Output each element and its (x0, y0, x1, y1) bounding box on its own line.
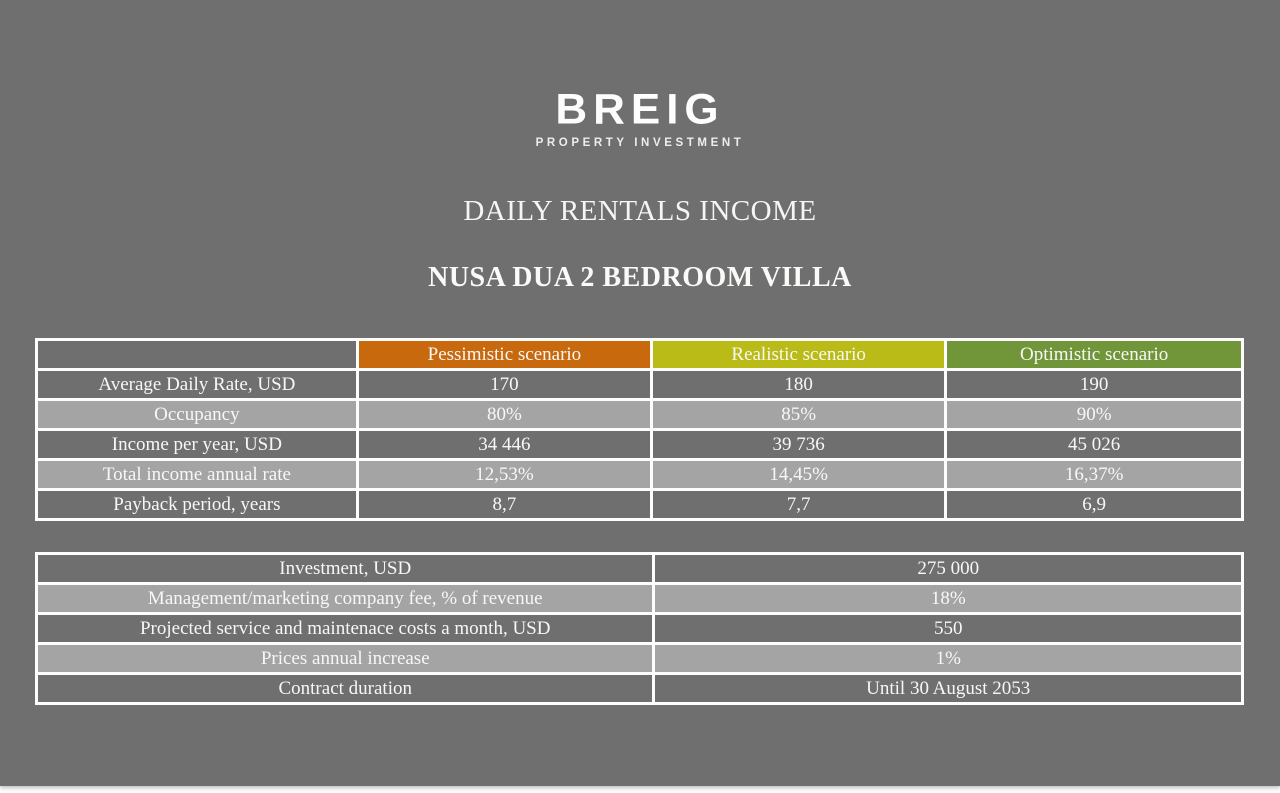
table-row: Contract duration Until 30 August 2053 (34, 672, 1244, 705)
scenario-header-row: Pessimistic scenario Realistic scenario … (35, 338, 1244, 371)
row-label: Total income annual rate (35, 458, 359, 491)
value-cell: 39 736 (650, 428, 948, 461)
corner-cell (35, 338, 359, 371)
table-row: Income per year, USD 34 446 39 736 45 02… (35, 428, 1244, 461)
value-cell: 8,7 (355, 488, 654, 521)
table-row: Projected service and maintenace costs a… (34, 612, 1244, 645)
table-row: Total income annual rate 12,53% 14,45% 1… (35, 458, 1244, 491)
value-cell: 14,45% (650, 458, 948, 491)
value-cell: 190 (944, 368, 1244, 401)
value-cell: 6,9 (944, 488, 1244, 521)
value-cell: 275 000 (652, 552, 1244, 585)
table-row: Management/marketing company fee, % of r… (34, 582, 1244, 615)
row-label: Contract duration (34, 672, 656, 705)
value-cell: 80% (355, 398, 654, 431)
row-label: Payback period, years (35, 488, 359, 521)
brand-wordmark: BREIG (555, 86, 725, 134)
table-row: Prices annual increase 1% (34, 642, 1244, 675)
header-optimistic: Optimistic scenario (944, 338, 1244, 371)
table-row: Occupancy 80% 85% 90% (35, 398, 1244, 431)
table-row: Average Daily Rate, USD 170 180 190 (35, 368, 1244, 401)
table-row: Payback period, years 8,7 7,7 6,9 (35, 488, 1244, 521)
value-cell: 550 (652, 612, 1244, 645)
value-cell: 180 (650, 368, 948, 401)
value-cell: 16,37% (944, 458, 1244, 491)
header-pessimistic: Pessimistic scenario (355, 338, 654, 371)
row-label: Investment, USD (34, 552, 656, 585)
row-label: Management/marketing company fee, % of r… (34, 582, 656, 615)
header-realistic: Realistic scenario (650, 338, 948, 371)
table-row: Investment, USD 275 000 (34, 552, 1244, 585)
row-label: Projected service and maintenace costs a… (34, 612, 656, 645)
value-cell: 45 026 (944, 428, 1244, 461)
scenario-table: Pessimistic scenario Realistic scenario … (35, 338, 1244, 521)
brand-tagline: PROPERTY INVESTMENT (535, 137, 745, 149)
row-label: Average Daily Rate, USD (35, 368, 359, 401)
value-cell: 7,7 (650, 488, 948, 521)
details-table: Investment, USD 275 000 Management/marke… (34, 552, 1244, 705)
value-cell: 18% (652, 582, 1244, 615)
page-title: DAILY RENTALS INCOME (463, 195, 817, 227)
value-cell: Until 30 August 2053 (652, 672, 1244, 705)
breig-logo: BREIG PROPERTY INVESTMENT (0, 88, 1280, 149)
value-cell: 170 (355, 368, 654, 401)
row-label: Prices annual increase (34, 642, 656, 675)
value-cell: 12,53% (355, 458, 654, 491)
row-label: Income per year, USD (35, 428, 359, 461)
row-label: Occupancy (35, 398, 359, 431)
value-cell: 90% (944, 398, 1244, 431)
value-cell: 85% (650, 398, 948, 431)
page-subtitle: NUSA DUA 2 BEDROOM VILLA (428, 262, 852, 293)
value-cell: 1% (652, 642, 1244, 675)
value-cell: 34 446 (355, 428, 654, 461)
